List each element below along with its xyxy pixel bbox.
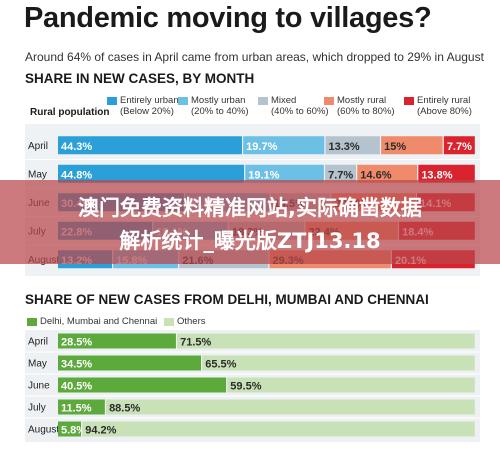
chart1-label-april-mixed: 13.3% bbox=[329, 141, 360, 153]
chart1-label-april-mostly-urban: 19.7% bbox=[246, 141, 277, 153]
chart2-bar-july-others bbox=[106, 399, 475, 415]
chart2-bar-june-delhi-mumbai-and-chennai bbox=[58, 377, 227, 393]
chart1-title: SHARE IN NEW CASES, BY MONTH bbox=[25, 71, 255, 86]
legend-swatch-mostly-rural bbox=[324, 97, 334, 105]
chart1-label-may-mostly-rural: 14.6% bbox=[360, 169, 391, 181]
legend-others: Others bbox=[177, 316, 206, 327]
banner-text-line1: 澳门免费资料精准网站,实际确凿数据 bbox=[78, 196, 422, 220]
chart1-bar-may-entirely-urban bbox=[58, 164, 245, 183]
chart2-category-july: July bbox=[28, 403, 46, 414]
chart2-label-june-others: 59.5% bbox=[230, 381, 261, 393]
watermark-banner bbox=[0, 180, 500, 264]
legend-swatch-mixed bbox=[258, 97, 268, 105]
chart2-category-august: August bbox=[28, 425, 59, 436]
chart1-bar-april-entirely-rural bbox=[443, 136, 475, 155]
chart1-bar-may-mostly-urban bbox=[245, 164, 324, 183]
chart1-bar-may-mixed bbox=[325, 164, 357, 183]
chart2-bar-april-others bbox=[177, 333, 475, 349]
chart2-bar-april-delhi-mumbai-and-chennai bbox=[58, 333, 176, 349]
chart2-label-july-delhi-mumbai-and-chennai: 11.5% bbox=[61, 403, 92, 415]
legend-mostly-rural: Mostly rural (60% to 80%) bbox=[337, 95, 395, 117]
banner-text-line2: 解析统计_曝光版ZTJ13.18 bbox=[119, 229, 381, 253]
chart1-bar-may-entirely-rural bbox=[418, 164, 475, 183]
chart2-bar-august-delhi-mumbai-and-chennai bbox=[58, 421, 82, 437]
page-title: Pandemic moving to villages? bbox=[24, 2, 432, 34]
legend-mixed: Mixed (40% to 60%) bbox=[271, 95, 329, 117]
chart1-category-april: April bbox=[28, 141, 48, 152]
chart2-label-may-others: 65.5% bbox=[205, 359, 236, 371]
chart1-category-may: May bbox=[28, 169, 47, 180]
chart1-bar-april-mostly-rural bbox=[381, 136, 443, 155]
chart2-bar-july-delhi-mumbai-and-chennai bbox=[58, 399, 105, 415]
chart1-bar-may-mostly-rural bbox=[357, 164, 418, 183]
legend-swatch-mostly-urban bbox=[178, 97, 188, 105]
legend-entirely-rural: Entirely rural (Above 80%) bbox=[417, 95, 472, 117]
chart2-category-june: June bbox=[28, 381, 50, 392]
chart1-label-april-entirely-urban: 44.3% bbox=[61, 141, 92, 153]
chart2-category-april: April bbox=[28, 337, 48, 348]
chart1-label-may-entirely-rural: 13.8% bbox=[421, 169, 452, 181]
legend-swatch-entirely-urban bbox=[107, 97, 117, 105]
chart2-label-july-others: 88.5% bbox=[109, 403, 140, 415]
chart1-legend-title: Rural population bbox=[30, 107, 110, 118]
chart2-category-may: May bbox=[28, 359, 47, 370]
chart1-bar-april-mixed bbox=[325, 136, 380, 155]
chart1-label-may-mixed: 7.7% bbox=[328, 169, 353, 181]
chart2-title: SHARE OF NEW CASES FROM DELHI, MUMBAI AN… bbox=[25, 292, 429, 307]
chart2-label-april-delhi-mumbai-and-chennai: 28.5% bbox=[61, 337, 92, 349]
chart1-bar-april-mostly-urban bbox=[243, 136, 325, 155]
legend-mostly-urban: Mostly urban (20% to 40%) bbox=[191, 95, 249, 117]
legend-swatch-metro bbox=[27, 318, 37, 326]
chart1-label-may-mostly-urban: 19.1% bbox=[248, 169, 279, 181]
chart2-bar-may-delhi-mumbai-and-chennai bbox=[58, 355, 202, 371]
chart1-label-april-entirely-rural: 7.7% bbox=[447, 141, 472, 153]
chart2-bar-may-others bbox=[202, 355, 475, 371]
chart2-bar-june-others bbox=[227, 377, 475, 393]
chart2-label-june-delhi-mumbai-and-chennai: 40.5% bbox=[61, 381, 92, 393]
page-subtitle: Around 64% of cases in April came from u… bbox=[25, 50, 484, 64]
chart2-label-may-delhi-mumbai-and-chennai: 34.5% bbox=[61, 359, 92, 371]
chart1-bar-april-entirely-urban bbox=[58, 136, 242, 155]
chart1-label-may-entirely-urban: 44.8% bbox=[61, 169, 92, 181]
chart2-bar-august-others bbox=[82, 421, 475, 437]
chart1-label-april-mostly-rural: 15% bbox=[384, 141, 406, 153]
legend-entirely-urban: Entirely urban (Below 20%) bbox=[120, 95, 179, 117]
legend-swatch-entirely-rural bbox=[404, 97, 414, 105]
legend-swatch-others bbox=[164, 318, 174, 326]
legend-metro: Delhi, Mumbai and Chennai bbox=[40, 316, 158, 327]
chart2-label-april-others: 71.5% bbox=[180, 337, 211, 349]
chart2-label-august-delhi-mumbai-and-chennai: 5.8% bbox=[61, 425, 86, 437]
chart2-label-august-others: 94.2% bbox=[85, 425, 116, 437]
